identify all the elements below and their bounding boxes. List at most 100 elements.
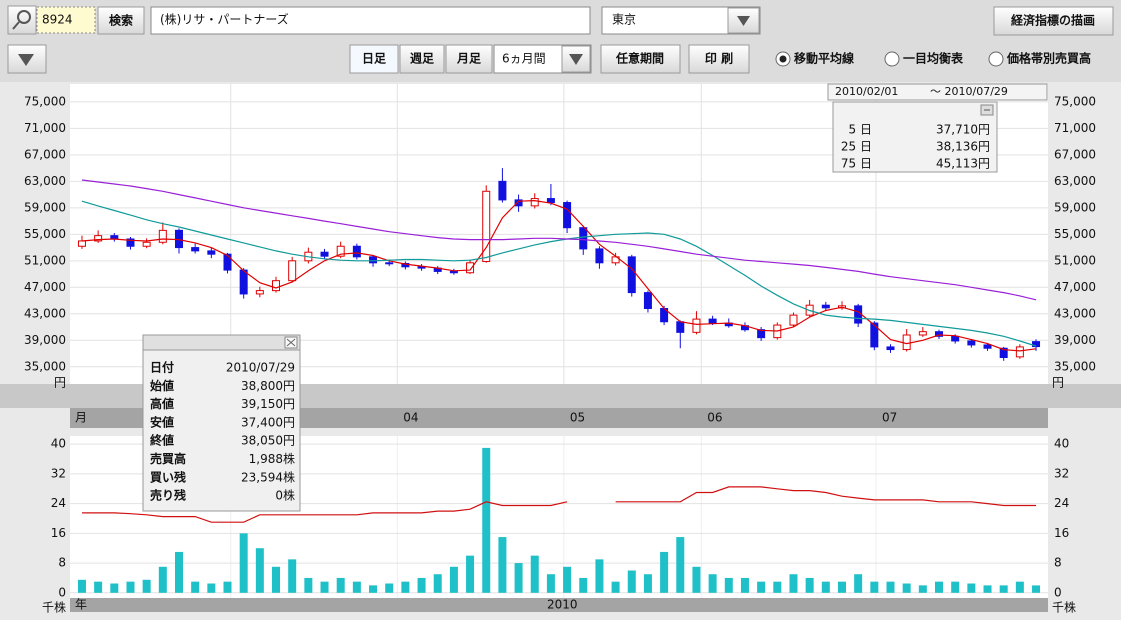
volume-bar xyxy=(385,583,394,593)
custom-range-label: 任意期間 xyxy=(615,51,664,66)
arrow-glyph xyxy=(18,54,34,66)
period-button[interactable] xyxy=(349,44,399,74)
code-input[interactable] xyxy=(36,6,96,34)
y-tick-label-right: 32 xyxy=(1054,466,1069,480)
volume-bar xyxy=(967,583,976,593)
info-label: 安値 xyxy=(150,414,174,429)
volume-bar xyxy=(320,581,329,593)
search-glyph xyxy=(17,10,31,24)
volume-bar xyxy=(676,537,685,593)
candle-body xyxy=(514,199,523,207)
volume-bar xyxy=(110,583,119,593)
print-button[interactable] xyxy=(688,44,750,74)
radio[interactable] xyxy=(884,51,900,67)
candle-body xyxy=(417,266,426,269)
info-value: 38,050円 xyxy=(241,434,295,448)
period-label: 週足 xyxy=(410,51,434,66)
ma-latest: 45,113円 xyxy=(936,157,990,171)
line-series xyxy=(81,199,1037,352)
candle-body xyxy=(951,335,960,342)
volume-bar xyxy=(999,585,1008,593)
y-tick-label: 63,000 xyxy=(24,174,66,188)
x-tick-label: 07 xyxy=(882,411,897,425)
volume-bar xyxy=(369,585,378,593)
volume-bar xyxy=(255,548,264,593)
volume-bar xyxy=(951,581,960,593)
y-tick-label-right: 39,000 xyxy=(1054,333,1096,347)
y-tick-label: 51,000 xyxy=(24,253,66,267)
code-text: 8924 xyxy=(42,13,73,27)
volume-bar xyxy=(498,537,507,593)
y-tick-label-right: 47,000 xyxy=(1054,280,1096,294)
candle-body xyxy=(466,262,475,274)
y-tick-label-right: 0 xyxy=(1054,585,1062,599)
period-label: 日足 xyxy=(362,52,386,66)
info-value: 23,594株 xyxy=(241,469,295,484)
candle-body xyxy=(579,227,588,250)
overlay-radios: 移動平均線 一目均衡表 価格帯別売買高 xyxy=(775,51,1091,67)
x-tick-label: 05 xyxy=(570,411,585,425)
volume-bar xyxy=(174,551,183,593)
y-tick-label: 24 xyxy=(51,496,66,510)
period-label: 月足 xyxy=(456,52,481,66)
unit-label: 千株 xyxy=(42,600,66,615)
y-tick-label-right: 43,000 xyxy=(1054,306,1096,320)
y-tick-label: 75,000 xyxy=(24,94,66,108)
info-label: 終値 xyxy=(150,433,174,448)
y-tick-label-right: 63,000 xyxy=(1054,174,1096,188)
volume-bar xyxy=(126,581,135,593)
volume-bar xyxy=(466,555,475,593)
candle-body xyxy=(692,318,701,333)
info-label: 売り残 xyxy=(150,488,186,503)
y-tick-label: 43,000 xyxy=(24,306,66,320)
company-field[interactable] xyxy=(150,6,591,35)
volume-bar xyxy=(207,583,216,593)
volume-bar xyxy=(854,574,863,593)
y-tick-label: 55,000 xyxy=(24,227,66,241)
y-tick-label-right: 55,000 xyxy=(1054,227,1096,241)
info-value: 39,150円 xyxy=(241,397,295,411)
volume-bar xyxy=(1015,581,1024,593)
toolbar: 8924 検索 (株)リサ・パートナーズ 東京 経済指標の描画 日足 週足 月足 6… xyxy=(7,5,1114,74)
y-tick-label: 40 xyxy=(51,437,66,451)
volume-bar xyxy=(757,581,766,593)
volume-bar xyxy=(627,570,636,593)
search-button[interactable] xyxy=(97,6,145,35)
candle-body xyxy=(369,256,378,264)
volume-bar xyxy=(708,574,717,593)
print-label: 印 刷 xyxy=(705,52,733,66)
volume-bar xyxy=(191,581,200,593)
radio[interactable] xyxy=(988,51,1004,67)
candle-body xyxy=(223,253,232,271)
radio-label: 一目均衡表 xyxy=(903,51,964,66)
candle-body xyxy=(126,238,135,247)
y-tick-label-right: 40 xyxy=(1054,437,1069,451)
info-title-bar xyxy=(142,334,301,351)
candle-body xyxy=(142,241,151,247)
volume-bar xyxy=(530,555,539,593)
economic-button[interactable] xyxy=(993,6,1114,36)
period-button[interactable] xyxy=(445,44,493,74)
unit-label-right: 円 xyxy=(1052,376,1064,390)
volume-bar xyxy=(77,579,86,593)
date-from: 2010/02/01 xyxy=(835,85,898,98)
info-label: 日付 xyxy=(150,360,174,375)
period-button[interactable] xyxy=(399,44,445,74)
candle-body xyxy=(886,346,895,351)
search-icon[interactable] xyxy=(7,5,37,35)
custom-range-button[interactable] xyxy=(600,44,681,74)
ma-name: 5 日 xyxy=(849,123,872,137)
volume-bar xyxy=(821,581,830,593)
candle-body xyxy=(870,322,879,348)
volume-bar xyxy=(595,559,604,593)
info-label: 始値 xyxy=(150,378,174,393)
date-to: ～ 2010/07/29 xyxy=(930,85,1008,98)
market-name: 東京 xyxy=(612,13,636,27)
candle-body xyxy=(999,347,1008,359)
y-tick-label: 47,000 xyxy=(24,280,66,294)
volume-bar xyxy=(935,581,944,593)
candle-body xyxy=(708,318,717,324)
info-value: 1,988株 xyxy=(249,451,295,466)
candle-body xyxy=(352,245,361,258)
